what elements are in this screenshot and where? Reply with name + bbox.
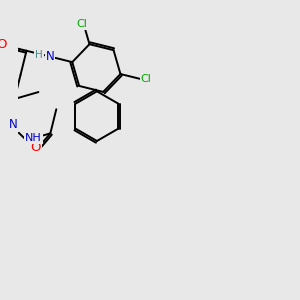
Text: NH: NH	[25, 133, 42, 143]
Text: Cl: Cl	[77, 19, 88, 29]
Text: H: H	[35, 50, 43, 60]
Text: Cl: Cl	[140, 74, 151, 84]
Text: O: O	[0, 38, 7, 51]
Text: N: N	[9, 118, 18, 131]
Text: O: O	[30, 141, 41, 154]
Text: N: N	[46, 50, 55, 63]
